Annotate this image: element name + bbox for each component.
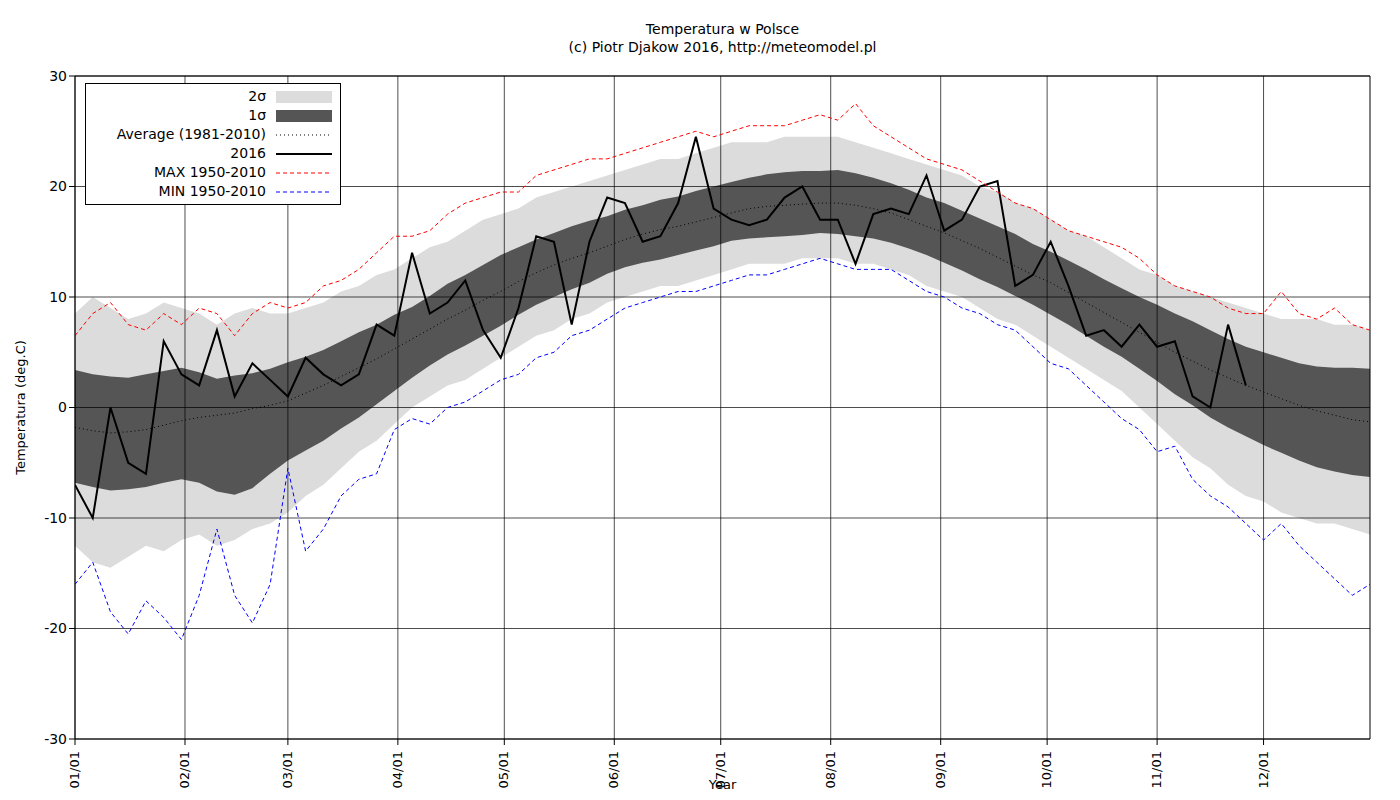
svg-text:07/01: 07/01	[712, 751, 728, 789]
html-text:MAX 1950-2010: MAX 1950-2010	[154, 164, 266, 180]
html-text:2σ: 2σ	[248, 88, 266, 104]
svg-text:Temperatura (deg.C): Temperatura (deg.C)	[13, 340, 28, 476]
svg-text:03/01: 03/01	[280, 751, 295, 788]
svg-text:10/01: 10/01	[1039, 751, 1054, 788]
html-text:(c) Piotr Djakow 2016, http://: (c) Piotr Djakow 2016, http://meteomodel…	[568, 39, 877, 55]
html-text:MIN 1950-2010: MIN 1950-2010	[158, 183, 266, 199]
svg-text:-10: -10	[44, 510, 67, 526]
svg-text:0: 0	[58, 399, 67, 415]
svg-text:30: 30	[49, 68, 67, 84]
html-text:Temperatura w Polsce: Temperatura w Polsce	[645, 21, 800, 37]
svg-text:Year: Year	[708, 777, 737, 792]
html-text:2016: 2016	[230, 145, 266, 161]
svg-text:-30: -30	[44, 731, 67, 747]
svg-text:06/01: 06/01	[606, 751, 621, 788]
svg-text:05/01: 05/01	[496, 751, 511, 788]
svg-text:09/01: 09/01	[933, 751, 948, 788]
svg-text:20: 20	[49, 178, 67, 194]
html-text:1σ: 1σ	[248, 107, 266, 123]
svg-text:-20: -20	[44, 620, 67, 636]
svg-text:12/01: 12/01	[1256, 751, 1271, 788]
svg-text:11/01: 11/01	[1149, 751, 1164, 788]
svg-text:10: 10	[49, 289, 67, 305]
svg-text:08/01: 08/01	[823, 751, 838, 788]
svg-text:01/01: 01/01	[67, 751, 82, 788]
svg-text:04/01: 04/01	[390, 751, 405, 788]
html-text:Average (1981-2010): Average (1981-2010)	[116, 126, 266, 142]
svg-text:02/01: 02/01	[177, 751, 192, 788]
